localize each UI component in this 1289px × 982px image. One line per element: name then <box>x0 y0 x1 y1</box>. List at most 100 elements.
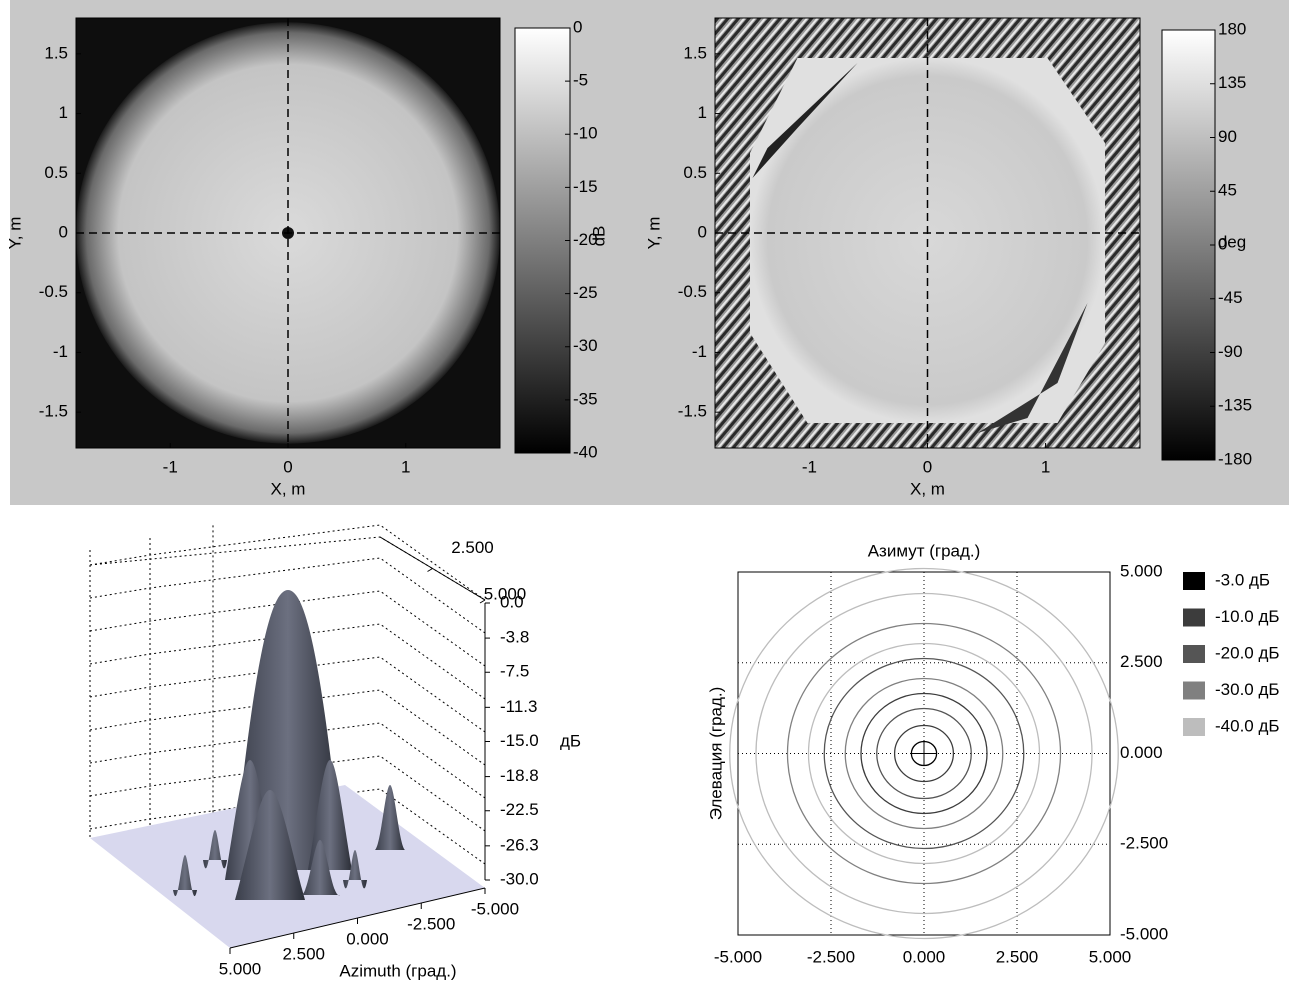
legend-swatch <box>1183 718 1205 736</box>
x-tick-label: 5.000 <box>219 959 262 978</box>
y-tick-label: -0.5 <box>678 282 707 301</box>
colorbar <box>514 27 571 454</box>
z-tick-label: 0.0 <box>500 592 524 611</box>
colorbar-tick-label: -45 <box>1218 288 1243 307</box>
y-tick <box>479 599 486 604</box>
y-axis-label: Элевация (град.) <box>706 687 725 821</box>
surface-peak <box>173 855 197 897</box>
legend-swatch <box>1183 681 1205 700</box>
x-tick-label: 0.000 <box>903 947 946 966</box>
colorbar-tick-label: -180 <box>1218 449 1252 468</box>
surface-peak <box>203 830 227 869</box>
contour-line <box>860 692 988 815</box>
x-axis-label: X, m <box>910 479 945 498</box>
y-tick-label: -5.000 <box>1120 924 1168 943</box>
y-tick <box>427 568 433 572</box>
z-tick-label: -3.8 <box>500 628 529 647</box>
colorbar-tick-label: -35 <box>573 389 598 408</box>
legend-label: -3.0 дБ <box>1215 570 1270 589</box>
contour-line <box>755 592 1093 915</box>
x-tick-label: 1 <box>401 457 410 476</box>
charts: -1 0 1-1.5-1-0.500.511.5X, mY, m0-5-10-15-… <box>5 17 1279 980</box>
z-tick-label: -15.0 <box>500 731 539 750</box>
z-tick-label: -7.5 <box>500 662 529 681</box>
contour-line <box>786 622 1062 885</box>
surface-peak <box>300 840 340 896</box>
y-tick-label: 0.5 <box>44 163 68 182</box>
y-tick-label: 0.5 <box>683 163 707 182</box>
colorbar-tick-label: -5 <box>573 71 588 90</box>
y-tick-label: 1.5 <box>683 43 707 62</box>
legend-label: -30.0 дБ <box>1215 680 1280 699</box>
y-tick-label: 1 <box>698 103 707 122</box>
grid-line <box>89 557 486 634</box>
y-tick-label: 2.500 <box>451 538 494 557</box>
colorbar-tick-label: 0 <box>573 17 582 36</box>
x-tick-label: 0 <box>923 457 932 476</box>
legend-swatch <box>1183 645 1205 663</box>
x-tick-label: 2.500 <box>282 944 325 963</box>
y-tick-label: 0 <box>59 222 68 241</box>
colorbar-tick-label: -10 <box>573 124 598 143</box>
colorbar-tick-label: -40 <box>573 442 598 461</box>
chart-title: Азимут (град.) <box>868 541 981 560</box>
y-tick-label: -1 <box>53 342 68 361</box>
x-tick-label: 0 <box>283 457 292 476</box>
y-tick-label: -1 <box>692 342 707 361</box>
contour-line <box>823 657 1025 850</box>
colorbar <box>1161 29 1216 461</box>
y-tick-label: 2.500 <box>1120 652 1163 671</box>
x-tick-label: -2.500 <box>807 947 855 966</box>
colorbar-tick-label: 135 <box>1218 73 1246 92</box>
colorbar-tick-label: 180 <box>1218 19 1246 38</box>
y-tick-label: -2.500 <box>1120 834 1168 853</box>
y-axis-label: Y, m <box>644 217 663 250</box>
y-tick-label: 5.000 <box>484 584 527 603</box>
colorbar-tick-label: 45 <box>1218 181 1237 200</box>
surface-peak <box>343 850 367 889</box>
colorbar-tick-label: 90 <box>1218 127 1237 146</box>
z-unit: дБ <box>560 731 581 750</box>
x-tick-label: 2.500 <box>996 947 1039 966</box>
z-tick-label: -30.0 <box>500 869 539 888</box>
y-tick-label: -0.5 <box>39 282 68 301</box>
y-tick-label: -1.5 <box>39 402 68 421</box>
z-tick-label: -26.3 <box>500 835 539 854</box>
x-tick-label: 5.000 <box>1089 947 1132 966</box>
colorbar-tick-label: -30 <box>573 336 598 355</box>
x-tick-label: 1 <box>1041 457 1050 476</box>
colorbar-unit: dB <box>589 226 608 247</box>
y-tick-label: 1.5 <box>44 43 68 62</box>
x-axis-label: X, m <box>271 479 306 498</box>
colorbar-tick-label: 0 <box>1218 234 1227 253</box>
y-tick-label: 5.000 <box>1120 561 1163 580</box>
legend-label: -40.0 дБ <box>1215 716 1280 735</box>
legend-label: -20.0 дБ <box>1215 643 1280 662</box>
contour-line <box>893 724 955 783</box>
z-tick-label: -18.8 <box>500 766 539 785</box>
contour-line <box>876 707 972 800</box>
x-tick-label: -5.000 <box>714 947 762 966</box>
contour-line <box>844 677 1004 830</box>
x-tick-label: -1 <box>802 457 817 476</box>
colorbar-unit: deg <box>1218 232 1246 251</box>
legend-label: -10.0 дБ <box>1215 607 1280 626</box>
image-patch <box>977 303 1088 433</box>
contour-line <box>729 567 1119 940</box>
x-tick-label: -2.500 <box>407 914 455 933</box>
x-axis-label: Azimuth (град.) <box>339 961 456 980</box>
legend-swatch <box>1183 572 1205 590</box>
x-tick-label: -1 <box>163 457 178 476</box>
legend-swatch <box>1183 608 1205 627</box>
colorbar-tick-label: -15 <box>573 177 598 196</box>
colorbar-tick-label: -135 <box>1218 396 1252 415</box>
z-tick-label: -11.3 <box>500 697 538 716</box>
grid-line <box>89 590 486 667</box>
y-tick-label: 0.000 <box>1120 743 1163 762</box>
grid-line <box>89 524 486 601</box>
x-tick-label: 0.000 <box>346 929 389 948</box>
colorbar-tick-label: -90 <box>1218 342 1243 361</box>
y-tick-label: 1 <box>59 103 68 122</box>
surface-peak <box>235 790 305 900</box>
